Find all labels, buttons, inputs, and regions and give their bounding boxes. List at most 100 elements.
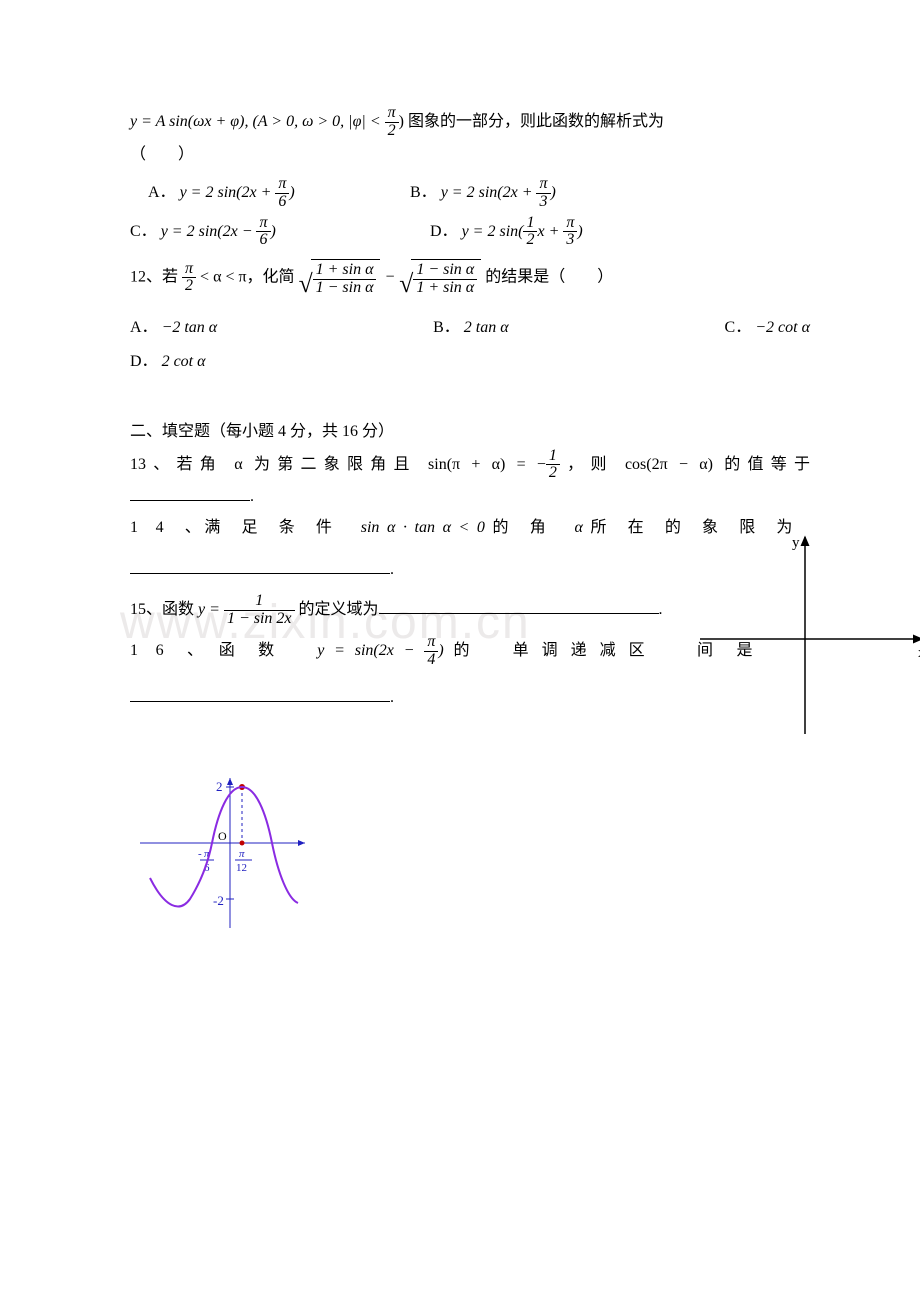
q12-r1-num: 1 + sin α bbox=[313, 262, 377, 280]
q13-den: 2 bbox=[546, 465, 560, 482]
q11-a-num: π bbox=[275, 176, 289, 194]
q11-option-a: A． y = 2 sin(2x + π6) bbox=[130, 176, 410, 211]
q11-b-pre: y = 2 sin(2x + bbox=[441, 184, 537, 201]
q11-paren: （ ） bbox=[130, 140, 810, 170]
q12-r1-den: 1 − sin α bbox=[313, 280, 377, 297]
q16-num: π bbox=[424, 634, 438, 652]
q16-den: 4 bbox=[424, 652, 438, 669]
q11-option-d: D． y = 2 sin(12x + π3) bbox=[430, 215, 583, 250]
q12-a-label: A． bbox=[130, 319, 158, 336]
q11-d-num1: 1 bbox=[523, 215, 537, 233]
q11-stem: y = A sin(ωx + φ), (A > 0, ω > 0, |φ| < … bbox=[130, 105, 810, 140]
q11-a-label: A． bbox=[148, 184, 176, 201]
q13-stem: 13、若角 α 为第二象限角且 sin(π + α) = −12，则 cos(2… bbox=[130, 448, 810, 483]
q11-c-post: ) bbox=[271, 223, 276, 240]
axes-y-label: y bbox=[792, 535, 800, 551]
q12-minus: − bbox=[384, 269, 399, 286]
q12-option-a: A． −2 tan α bbox=[130, 313, 217, 337]
q11-d-den2: 3 bbox=[563, 232, 577, 249]
q11-d-den1: 2 bbox=[523, 232, 537, 249]
q15-pre: 函数 bbox=[162, 601, 198, 618]
q12-d-expr: 2 cot α bbox=[162, 353, 206, 370]
sine-xpos-den: 12 bbox=[236, 862, 247, 874]
sine-graph: O 2 -2 π 6 - π 12 bbox=[140, 773, 310, 933]
q16-close: ) bbox=[438, 642, 443, 659]
q11-b-label: B． bbox=[410, 184, 437, 201]
q11-c-den: 6 bbox=[256, 232, 270, 249]
sine-xpos-num: π bbox=[239, 848, 245, 860]
q14-number: 14 bbox=[130, 519, 181, 536]
q11-b-num: π bbox=[536, 176, 550, 194]
q16-sep: 、 bbox=[181, 642, 209, 659]
q13-blank: . bbox=[130, 482, 810, 512]
q15-yeq: y = bbox=[198, 601, 224, 618]
q11-option-c: C． y = 2 sin(2x − π6) bbox=[130, 215, 430, 250]
q12-stem: 12、若 π2 < α < π，化简 √1 + sin α1 − sin α −… bbox=[130, 259, 810, 297]
q14-sep: 、 bbox=[181, 519, 204, 536]
q11-c-label: C． bbox=[130, 223, 157, 240]
axes-graph: y x bbox=[700, 529, 920, 739]
q13-number: 13、 bbox=[130, 456, 177, 473]
q15-tail: . bbox=[659, 601, 663, 618]
q12-sqrt1: √1 + sin α1 − sin α bbox=[299, 259, 381, 297]
q14-pre: 满足条件 bbox=[204, 519, 353, 536]
q12-r2-num: 1 − sin α bbox=[413, 262, 477, 280]
q11-a-den: 6 bbox=[275, 194, 289, 211]
q11-func-pre: y = A sin(ωx + φ), (A > 0, ω > 0, |φ| < bbox=[130, 113, 385, 130]
q11-b-post: ) bbox=[551, 184, 556, 201]
q12-number: 12、 bbox=[130, 269, 162, 286]
q14-cond: sin α · tan α < 0 bbox=[361, 519, 485, 536]
q12-mid1: < α < π，化简 bbox=[196, 269, 299, 286]
q15-mid: 的定义域为 bbox=[295, 601, 379, 618]
q12-option-d: D． 2 cot α bbox=[130, 347, 810, 377]
q12-a-expr: −2 tan α bbox=[162, 319, 218, 336]
q11-b-den: 3 bbox=[536, 194, 550, 211]
q13-mid: ，则 cos(2π − α) 的值等于 bbox=[560, 456, 810, 473]
q15-num: 1 bbox=[224, 593, 295, 611]
q11-c-pre: y = 2 sin(2x − bbox=[161, 223, 257, 240]
q11-d-mid: x + bbox=[537, 223, 563, 240]
q12-b-label: B． bbox=[433, 319, 460, 336]
section2-title: 二、填空题（每小题 4 分，共 16 分） bbox=[130, 417, 810, 447]
q15-number: 15、 bbox=[130, 601, 162, 618]
q11-a-post: ) bbox=[289, 184, 294, 201]
q11-frac-num: π bbox=[385, 105, 399, 123]
q11-d-pre: y = 2 sin( bbox=[462, 223, 524, 240]
q12-sqrt2: √1 − sin α1 + sin α bbox=[399, 259, 481, 297]
q13-pre: 若角 α 为第二象限角且 sin(π + α) = − bbox=[177, 456, 546, 473]
q12-r2-den: 1 + sin α bbox=[413, 280, 477, 297]
q14-tail: . bbox=[390, 561, 394, 578]
q12-option-b: B． 2 tan α bbox=[433, 313, 509, 337]
q12-f1-num: π bbox=[182, 261, 196, 279]
q12-c-expr: −2 cot α bbox=[755, 319, 810, 336]
q11-d-num2: π bbox=[563, 215, 577, 233]
q11-option-b: B． y = 2 sin(2x + π3) bbox=[410, 176, 556, 211]
q12-f1-den: 2 bbox=[182, 278, 196, 295]
q16-mid2: 单调递减区 bbox=[513, 642, 658, 659]
q16-tail: . bbox=[390, 689, 394, 706]
q11-a-pre: y = 2 sin(2x + bbox=[180, 184, 276, 201]
q16-number: 16 bbox=[130, 642, 181, 659]
svg-text:-: - bbox=[198, 848, 202, 860]
q11-d-label: D． bbox=[430, 223, 458, 240]
sine-y2-label: 2 bbox=[216, 779, 223, 794]
q11-c-num: π bbox=[256, 215, 270, 233]
sine-curve bbox=[150, 787, 298, 906]
q14-mid1: 的角 bbox=[493, 519, 567, 536]
q16-yeq: y = sin(2x − bbox=[317, 642, 424, 659]
q12-option-c: C． −2 cot α bbox=[725, 313, 810, 337]
q12-pre: 若 bbox=[162, 269, 182, 286]
q12-c-label: C． bbox=[725, 319, 752, 336]
q13-tail: . bbox=[250, 488, 254, 505]
q15-den: 1 − sin 2x bbox=[224, 611, 295, 628]
sine-origin-label: O bbox=[218, 829, 227, 843]
q11-func-post: ) 图象的一部分，则此函数的解析式为 bbox=[399, 113, 664, 130]
q16-mid1: 的 bbox=[453, 642, 492, 659]
q12-tail: 的结果是（ ） bbox=[485, 269, 613, 286]
q14-alpha: α bbox=[575, 519, 583, 536]
q12-b-expr: 2 tan α bbox=[464, 319, 509, 336]
sine-yneg2-label: -2 bbox=[213, 893, 224, 908]
q16-pre: 函数 bbox=[219, 642, 298, 659]
q12-d-label: D． bbox=[130, 353, 158, 370]
q13-num: 1 bbox=[546, 448, 560, 466]
